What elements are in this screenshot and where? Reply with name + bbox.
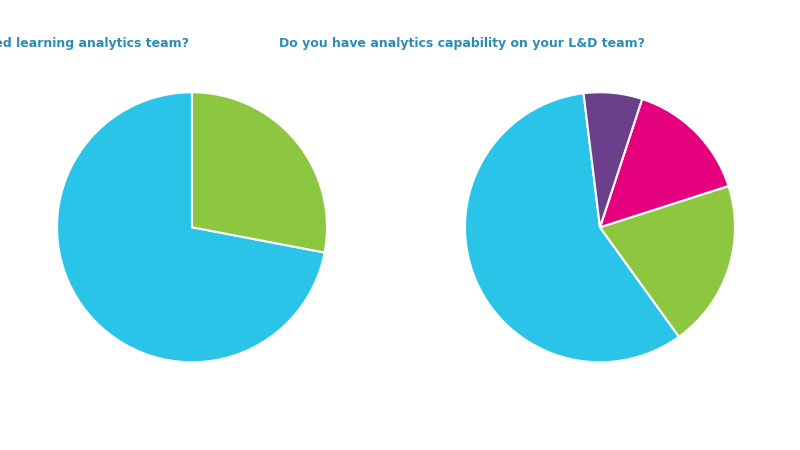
Wedge shape <box>192 92 327 252</box>
Wedge shape <box>57 92 325 362</box>
Text: Do you have analytics capability on your L&D team?: Do you have analytics capability on your… <box>279 37 646 50</box>
Wedge shape <box>465 93 679 362</box>
Wedge shape <box>600 186 735 337</box>
Wedge shape <box>583 92 642 227</box>
Text: Do you have a dedicated learning analytics team?: Do you have a dedicated learning analyti… <box>0 37 189 50</box>
Wedge shape <box>600 99 729 227</box>
